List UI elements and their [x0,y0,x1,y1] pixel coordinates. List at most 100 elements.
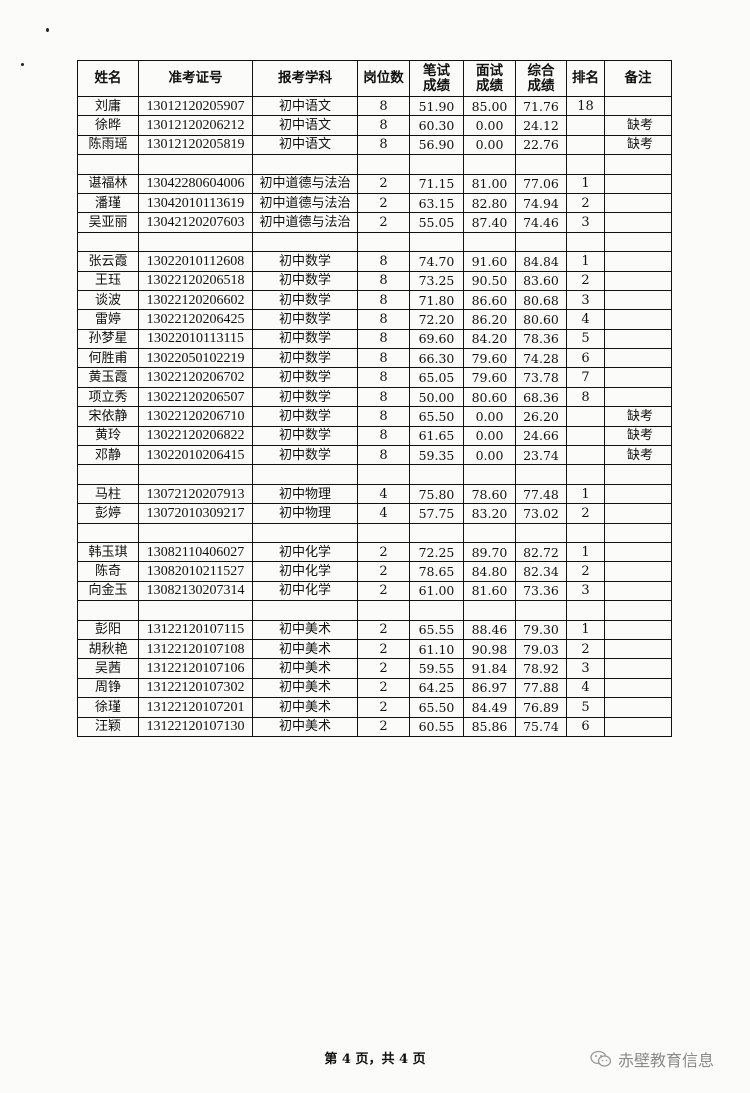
cell-subject [252,522,358,543]
cell-positions: 8 [357,270,410,291]
cell-rank: 1 [566,173,605,194]
cell-name: 周铮 [77,677,139,699]
cell-exam-id: 13042010113619 [138,192,253,214]
table-row-blank [77,522,672,543]
cell-note [604,600,672,621]
cell-rank [566,522,605,543]
cell-positions: 8 [357,328,410,350]
cell-exam-id: 13022010112608 [138,251,253,272]
cell-positions: 2 [357,658,410,679]
cell-rank [566,134,605,156]
cell-rank: 7 [566,367,605,388]
cell-note [604,658,672,679]
cell-positions: 2 [357,173,410,194]
cell-rank: 18 [566,95,605,117]
cell-interview-score: 84.80 [463,561,516,582]
header-written-score: 笔试 成绩 [409,60,464,97]
cell-interview-score: 0.00 [463,115,516,136]
table-row: 吴茜 13122120107106 初中美术 2 59.55 91.84 78.92 3 [77,658,672,679]
cell-name [77,464,139,485]
table-row: 王珏 13022120206518 初中数学 8 73.25 90.50 83.60 2 [77,270,672,291]
cell-subject: 初中数学 [252,425,358,447]
cell-rank: 4 [566,677,605,699]
cell-exam-id: 13022120206710 [138,406,253,427]
cell-written-score: 73.25 [409,270,464,291]
cell-name: 潘瑾 [77,192,139,214]
cell-rank: 5 [566,697,605,718]
cell-interview-score: 0.00 [463,134,516,156]
cell-rank [566,445,605,466]
cell-exam-id: 13122120107106 [138,658,253,679]
watermark-text: 赤壁教育信息 [618,1051,715,1070]
cell-exam-id: 13082110406027 [138,541,253,563]
table-row: 谈波 13022120206602 初中数学 8 71.80 86.60 80.68 3 [77,289,672,311]
cell-interview-score: 88.46 [463,619,516,640]
cell-name: 项立秀 [77,386,139,408]
cell-exam-id: 13072120207913 [138,483,253,505]
cell-written-score: 65.05 [409,367,464,388]
cell-note [604,289,672,311]
cell-total-score: 83.60 [515,270,567,291]
cell-written-score [409,600,464,621]
cell-total-score [515,600,567,621]
cell-written-score: 61.00 [409,580,464,602]
cell-written-score: 64.25 [409,677,464,699]
cell-positions: 2 [357,541,410,563]
cell-subject: 初中语文 [252,134,358,156]
table-row: 雷婷 13022120206425 初中数学 8 72.20 86.20 80.60 4 [77,309,672,330]
cell-written-score: 59.35 [409,445,464,466]
cell-note [604,212,672,233]
cell-written-score: 71.15 [409,173,464,194]
cell-written-score: 65.50 [409,697,464,718]
cell-name: 吴亚丽 [77,212,139,233]
cell-note [604,251,672,272]
cell-written-score: 65.55 [409,619,464,640]
cell-interview-score: 86.97 [463,677,516,699]
cell-name: 谌福林 [77,173,139,194]
cell-positions: 8 [357,348,410,369]
cell-interview-score: 84.49 [463,697,516,718]
cell-subject: 初中数学 [252,386,358,408]
cell-total-score: 79.03 [515,638,567,660]
cell-interview-score: 82.80 [463,192,516,214]
cell-note: 缺考 [604,445,672,466]
cell-total-score: 23.74 [515,445,567,466]
cell-exam-id: 13022120206507 [138,386,253,408]
header-name: 姓名 [77,60,139,97]
cell-exam-id [138,154,253,175]
cell-total-score: 77.88 [515,677,567,699]
cell-name: 汪颖 [77,716,139,737]
cell-written-score: 72.20 [409,309,464,330]
cell-note [604,348,672,369]
cell-written-score: 72.25 [409,541,464,563]
cell-name: 吴茜 [77,658,139,679]
cell-exam-id: 13042120207603 [138,212,253,233]
cell-interview-score: 81.60 [463,580,516,602]
cell-exam-id: 13122120107115 [138,619,253,640]
cell-name: 王珏 [77,270,139,291]
cell-subject: 初中美术 [252,658,358,679]
cell-interview-score: 0.00 [463,425,516,447]
cell-subject: 初中语文 [252,95,358,117]
cell-total-score: 73.78 [515,367,567,388]
cell-rank: 2 [566,638,605,660]
table-row: 汪颖 13122120107130 初中美术 2 60.55 85.86 75.74 6 [77,716,672,737]
cell-subject: 初中数学 [252,270,358,291]
cell-total-score: 80.60 [515,309,567,330]
cell-interview-score: 80.60 [463,386,516,408]
cell-note [604,464,672,485]
cell-name: 彭阳 [77,619,139,640]
cell-total-score: 77.48 [515,483,567,505]
cell-written-score: 60.30 [409,115,464,136]
table-row: 徐晔 13012120206212 初中语文 8 60.30 0.00 24.12 缺考 [77,115,672,136]
header-exam-id: 准考证号 [138,60,253,97]
cell-rank: 3 [566,289,605,311]
cell-exam-id: 13122120107130 [138,716,253,737]
cell-exam-id [138,231,253,253]
cell-exam-id: 13022120206702 [138,367,253,388]
cell-written-score: 61.65 [409,425,464,447]
header-subject: 报考学科 [252,60,358,97]
cell-name: 徐瑾 [77,697,139,718]
cell-name: 谈波 [77,289,139,311]
cell-total-score: 76.89 [515,697,567,718]
